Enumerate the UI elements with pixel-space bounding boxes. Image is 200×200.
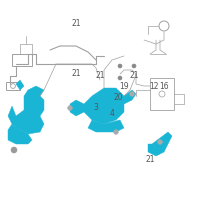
Circle shape bbox=[11, 147, 17, 153]
Text: 21: 21 bbox=[71, 70, 81, 78]
Polygon shape bbox=[24, 86, 44, 110]
Text: 21: 21 bbox=[71, 20, 81, 28]
Polygon shape bbox=[84, 88, 124, 124]
Bar bbox=[150, 78, 174, 110]
Text: 21: 21 bbox=[95, 72, 105, 80]
Text: 4: 4 bbox=[110, 110, 114, 118]
Circle shape bbox=[130, 92, 134, 96]
Circle shape bbox=[118, 76, 122, 80]
Text: 19: 19 bbox=[119, 82, 129, 90]
Text: 21: 21 bbox=[129, 72, 139, 80]
Circle shape bbox=[118, 64, 122, 68]
Text: 20: 20 bbox=[113, 94, 123, 102]
Polygon shape bbox=[8, 96, 44, 134]
Text: 3: 3 bbox=[94, 104, 98, 112]
Circle shape bbox=[68, 106, 72, 110]
Polygon shape bbox=[16, 80, 24, 90]
Polygon shape bbox=[88, 120, 124, 132]
Circle shape bbox=[158, 140, 162, 144]
Circle shape bbox=[114, 130, 118, 134]
Polygon shape bbox=[8, 124, 32, 144]
Text: 12: 12 bbox=[149, 82, 159, 90]
Circle shape bbox=[132, 64, 136, 68]
Text: 21: 21 bbox=[145, 156, 155, 164]
Polygon shape bbox=[124, 90, 136, 104]
Text: 16: 16 bbox=[159, 82, 169, 90]
Bar bbox=[6, 82, 20, 90]
Bar bbox=[12, 54, 32, 66]
Polygon shape bbox=[70, 100, 84, 116]
Polygon shape bbox=[148, 132, 172, 156]
